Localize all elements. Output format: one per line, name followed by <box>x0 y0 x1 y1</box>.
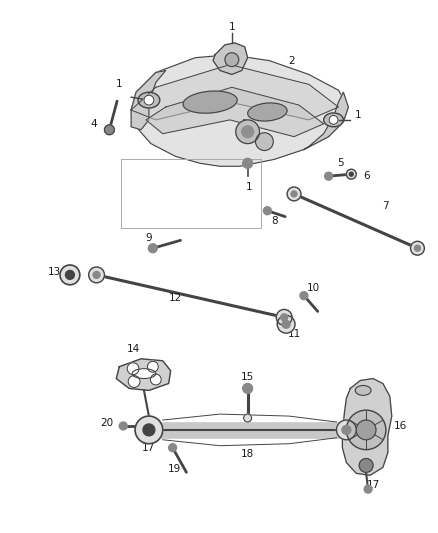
Circle shape <box>65 270 74 279</box>
Text: 3: 3 <box>197 105 204 115</box>
Text: 17: 17 <box>367 480 380 490</box>
Ellipse shape <box>183 91 237 113</box>
Circle shape <box>243 158 253 168</box>
Circle shape <box>105 125 114 135</box>
Circle shape <box>144 95 154 105</box>
Text: 1: 1 <box>355 110 361 120</box>
Circle shape <box>263 207 271 215</box>
Text: 16: 16 <box>394 421 407 431</box>
Ellipse shape <box>132 369 156 378</box>
Circle shape <box>135 416 163 444</box>
Polygon shape <box>146 87 324 136</box>
Circle shape <box>60 265 80 285</box>
Ellipse shape <box>248 103 287 121</box>
Circle shape <box>93 271 100 278</box>
Polygon shape <box>131 55 348 166</box>
Circle shape <box>325 172 332 180</box>
Circle shape <box>346 410 386 450</box>
Circle shape <box>291 191 297 197</box>
Circle shape <box>276 310 292 325</box>
Ellipse shape <box>324 113 343 127</box>
Circle shape <box>282 320 290 328</box>
Text: 12: 12 <box>169 293 182 303</box>
Circle shape <box>350 172 353 176</box>
Text: 20: 20 <box>100 418 113 428</box>
Text: 8: 8 <box>271 215 278 225</box>
Circle shape <box>243 384 253 393</box>
Text: 11: 11 <box>287 329 300 339</box>
Text: 10: 10 <box>307 282 320 293</box>
Circle shape <box>127 363 139 375</box>
Circle shape <box>148 244 157 253</box>
Circle shape <box>236 120 259 143</box>
Circle shape <box>329 116 338 124</box>
Circle shape <box>359 458 373 472</box>
Circle shape <box>342 425 351 434</box>
Circle shape <box>88 267 105 283</box>
Text: 9: 9 <box>145 233 152 244</box>
Ellipse shape <box>138 92 160 108</box>
Text: 19: 19 <box>168 464 181 474</box>
Text: 5: 5 <box>337 158 344 168</box>
Circle shape <box>119 422 127 430</box>
Text: 13: 13 <box>47 267 61 277</box>
Circle shape <box>346 169 356 179</box>
Circle shape <box>356 420 376 440</box>
Polygon shape <box>343 378 392 475</box>
Text: 4: 4 <box>90 119 97 129</box>
Circle shape <box>300 292 308 300</box>
Circle shape <box>150 374 161 385</box>
Circle shape <box>414 245 420 251</box>
Circle shape <box>225 53 239 67</box>
Circle shape <box>255 133 273 150</box>
Text: 2: 2 <box>289 55 295 66</box>
Circle shape <box>169 444 177 451</box>
Text: 1: 1 <box>229 22 235 32</box>
Polygon shape <box>117 359 171 390</box>
Circle shape <box>128 376 140 387</box>
Circle shape <box>244 414 251 422</box>
Polygon shape <box>131 64 339 120</box>
Text: 18: 18 <box>241 449 254 458</box>
Polygon shape <box>131 70 166 130</box>
Circle shape <box>277 316 295 333</box>
Circle shape <box>410 241 424 255</box>
Text: 6: 6 <box>363 171 369 181</box>
Text: 14: 14 <box>127 344 140 354</box>
Polygon shape <box>213 43 247 75</box>
Polygon shape <box>304 92 348 149</box>
Circle shape <box>148 361 158 372</box>
Circle shape <box>287 187 301 201</box>
Circle shape <box>364 485 372 493</box>
Text: 1: 1 <box>116 79 123 90</box>
Text: 3: 3 <box>241 119 248 129</box>
Circle shape <box>143 424 155 436</box>
Text: 15: 15 <box>241 372 254 382</box>
Ellipse shape <box>355 385 371 395</box>
Text: 1: 1 <box>246 182 253 192</box>
Circle shape <box>336 420 356 440</box>
Text: 17: 17 <box>142 443 155 453</box>
Text: 7: 7 <box>382 201 389 211</box>
Circle shape <box>242 126 254 138</box>
Circle shape <box>281 314 288 321</box>
